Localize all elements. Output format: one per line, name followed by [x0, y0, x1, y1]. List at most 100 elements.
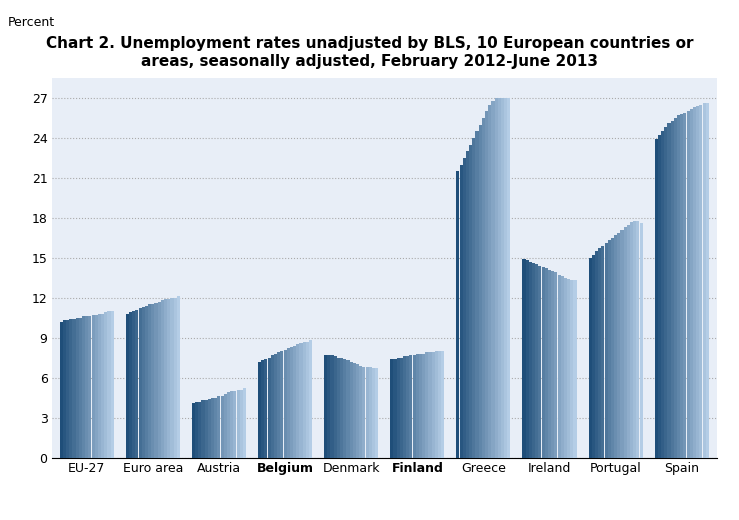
Bar: [501, 98, 504, 458]
Bar: [400, 358, 403, 458]
Bar: [151, 304, 154, 458]
Bar: [485, 111, 488, 458]
Bar: [89, 316, 92, 458]
Bar: [284, 350, 287, 458]
Bar: [154, 303, 157, 458]
Bar: [372, 368, 375, 458]
Bar: [598, 249, 602, 458]
Bar: [324, 355, 327, 458]
Bar: [350, 362, 353, 458]
Bar: [435, 351, 438, 458]
Bar: [337, 358, 340, 458]
Bar: [205, 400, 208, 458]
Bar: [72, 319, 75, 458]
Bar: [366, 367, 369, 458]
Bar: [111, 311, 114, 458]
Bar: [177, 296, 180, 458]
Bar: [488, 105, 491, 458]
Bar: [636, 220, 639, 458]
Bar: [498, 98, 501, 458]
Bar: [161, 301, 164, 458]
Bar: [545, 268, 548, 458]
Bar: [343, 359, 347, 458]
Bar: [689, 109, 693, 458]
Bar: [535, 265, 538, 458]
Bar: [95, 315, 98, 458]
Bar: [639, 223, 643, 458]
Bar: [529, 262, 532, 458]
Bar: [347, 360, 350, 458]
Bar: [334, 356, 337, 458]
Bar: [409, 355, 412, 458]
Bar: [243, 388, 246, 458]
Bar: [595, 251, 598, 458]
Bar: [330, 355, 333, 458]
Bar: [299, 343, 302, 458]
Bar: [522, 259, 525, 458]
Bar: [699, 105, 703, 458]
Bar: [192, 403, 195, 458]
Text: Percent: Percent: [7, 16, 55, 29]
Bar: [208, 399, 211, 458]
Bar: [224, 394, 227, 458]
Bar: [142, 307, 145, 458]
Bar: [706, 103, 709, 458]
Bar: [627, 225, 630, 458]
Bar: [356, 365, 359, 458]
Bar: [630, 222, 633, 458]
Bar: [602, 246, 605, 458]
Bar: [157, 302, 161, 458]
Bar: [457, 171, 460, 458]
Bar: [63, 320, 66, 458]
Bar: [393, 359, 397, 458]
Bar: [571, 280, 573, 458]
Bar: [611, 238, 614, 458]
Bar: [703, 103, 706, 458]
Bar: [661, 131, 664, 458]
Bar: [101, 314, 104, 458]
Bar: [416, 354, 419, 458]
Bar: [406, 356, 409, 458]
Bar: [573, 280, 576, 458]
Bar: [551, 271, 554, 458]
Bar: [79, 318, 82, 458]
Bar: [296, 344, 299, 458]
Bar: [309, 341, 312, 458]
Bar: [482, 118, 485, 458]
Bar: [426, 353, 429, 458]
Bar: [236, 389, 239, 458]
Bar: [491, 101, 494, 458]
Bar: [614, 235, 617, 458]
Bar: [680, 114, 684, 458]
Bar: [494, 98, 497, 458]
Bar: [397, 358, 400, 458]
Bar: [561, 277, 564, 458]
Bar: [419, 354, 422, 458]
Bar: [211, 398, 214, 458]
Bar: [696, 106, 699, 458]
Bar: [274, 354, 277, 458]
Bar: [475, 131, 479, 458]
Bar: [429, 353, 432, 458]
Bar: [588, 258, 592, 458]
Bar: [469, 145, 472, 458]
Bar: [525, 261, 528, 458]
Bar: [441, 351, 444, 458]
Bar: [677, 115, 680, 458]
Bar: [202, 400, 205, 458]
Bar: [504, 98, 507, 458]
Bar: [268, 358, 270, 458]
Bar: [132, 311, 135, 458]
Bar: [69, 319, 72, 458]
Bar: [287, 348, 290, 458]
Bar: [195, 401, 198, 458]
Bar: [303, 342, 306, 458]
Bar: [227, 392, 230, 458]
Bar: [508, 98, 511, 458]
Bar: [214, 398, 217, 458]
Bar: [369, 367, 372, 458]
Bar: [460, 164, 463, 458]
Bar: [290, 347, 293, 458]
Bar: [353, 363, 356, 458]
Bar: [258, 362, 261, 458]
